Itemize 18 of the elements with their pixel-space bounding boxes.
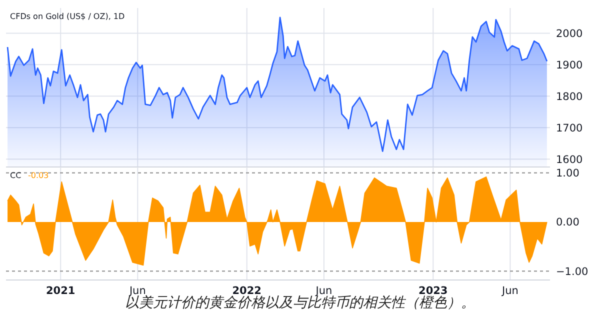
y-tick-label: 1800 [556, 90, 583, 103]
x-tick-label: Jun [500, 285, 518, 297]
y-tick-label: 2000 [556, 28, 583, 40]
y-tick-label: 1700 [556, 122, 583, 134]
text: CFDs on Gold (US$ / OZ), 1D [10, 12, 125, 21]
y-tick-label: 0.00 [556, 216, 580, 229]
text: -0.03 [28, 171, 49, 180]
y-tick-label: 1600 [556, 154, 583, 166]
x-tick-label: 2023 [418, 285, 448, 297]
y-tick-label: 1.00 [556, 168, 580, 180]
text: CC [10, 171, 22, 180]
x-tick-label: Jun [128, 285, 146, 297]
y-tick-label: −1.00 [556, 266, 588, 278]
text: 以美元计价的黄金价格以及与比特币的相关性（橙色）。 [125, 295, 475, 311]
x-tick-label: 2022 [232, 285, 262, 297]
x-tick-label: Jun [314, 285, 332, 297]
y-tick-label: 1900 [556, 59, 583, 72]
x-tick-label: 2021 [46, 285, 76, 297]
